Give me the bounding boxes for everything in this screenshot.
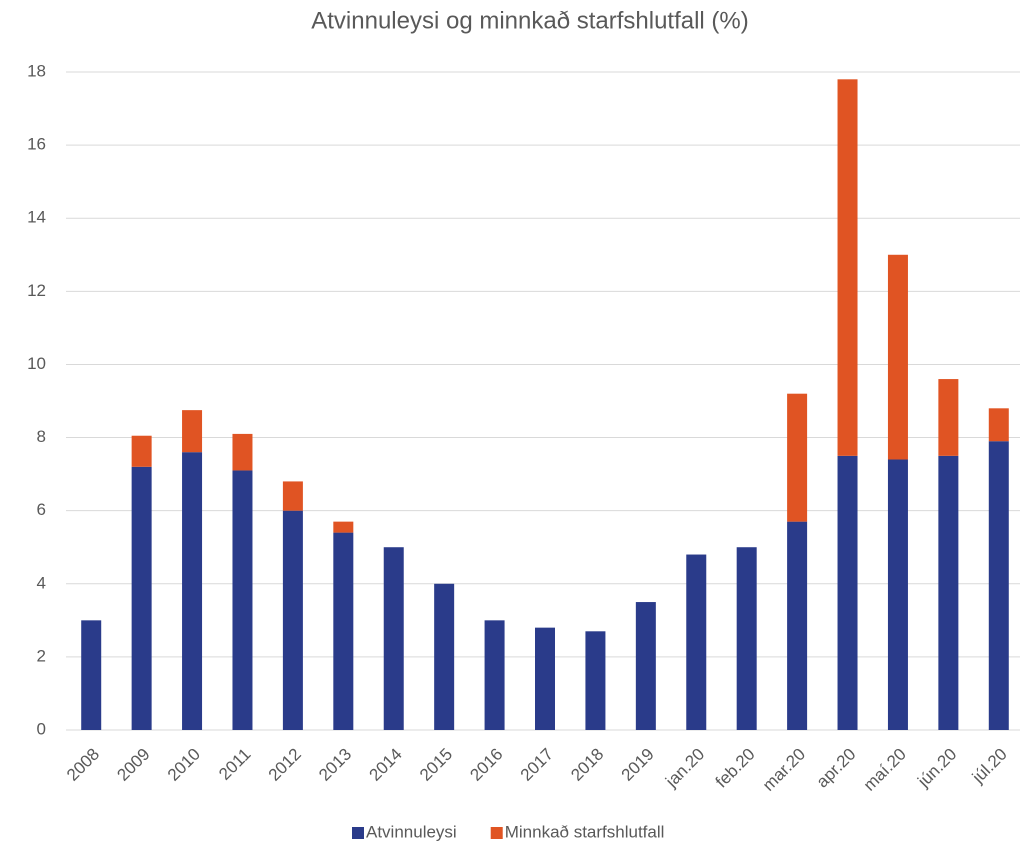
- bar-segment: [887, 254, 908, 460]
- x-tick-label: 2016: [466, 745, 506, 785]
- x-tick-label: jún.20: [913, 745, 960, 792]
- legend-label: Minnkað starfshlutfall: [505, 822, 665, 841]
- legend-swatch: [352, 827, 364, 839]
- y-tick-label: 4: [37, 573, 46, 592]
- bar-segment: [282, 481, 303, 511]
- bar-segment: [232, 470, 253, 730]
- bar-segment: [938, 379, 959, 456]
- bar-segment: [635, 602, 656, 730]
- x-tick-label: apr.20: [813, 745, 860, 792]
- bar-segment: [131, 435, 152, 467]
- bar-segment: [837, 79, 858, 456]
- bar-segment: [282, 510, 303, 730]
- x-tick-label: mar.20: [759, 745, 809, 795]
- bar-segment: [988, 408, 1009, 442]
- y-tick-label: 0: [37, 719, 46, 738]
- y-tick-label: 12: [27, 281, 46, 300]
- x-tick-label: 2019: [618, 745, 658, 785]
- chart-title: Atvinnuleysi og minnkað starfshlutfall (…: [311, 7, 749, 34]
- x-tick-label: 2008: [63, 745, 103, 785]
- x-tick-label: 2010: [164, 745, 204, 785]
- bar-segment: [484, 620, 505, 730]
- bar-segment: [787, 393, 808, 522]
- bar-segment: [535, 627, 555, 730]
- bar-segment: [182, 410, 203, 453]
- x-tick-label: feb.20: [712, 745, 759, 792]
- bar-segment: [988, 441, 1009, 730]
- bar-segment: [182, 452, 203, 730]
- y-tick-label: 2: [37, 646, 46, 665]
- bar-segment: [938, 455, 959, 730]
- y-tick-label: 6: [37, 500, 46, 519]
- legend-label: Atvinnuleysi: [366, 822, 457, 841]
- x-tick-label: 2009: [113, 745, 153, 785]
- x-tick-label: 2014: [366, 745, 406, 785]
- x-tick-label: 2015: [416, 745, 456, 785]
- x-tick-label: 2013: [315, 745, 355, 785]
- bar-segment: [81, 620, 102, 730]
- bar-segment: [686, 554, 707, 730]
- bar-segment: [837, 455, 858, 730]
- x-tick-label: jan.20: [661, 745, 708, 792]
- bar-segment: [585, 631, 606, 730]
- bar-segment: [383, 547, 404, 730]
- x-tick-label: maí.20: [860, 745, 910, 795]
- bar-segment: [333, 532, 354, 730]
- bar-segment: [887, 459, 908, 730]
- y-tick-label: 14: [27, 208, 46, 227]
- bar-segment: [232, 433, 253, 471]
- x-tick-label: júl.20: [968, 745, 1011, 788]
- bar-segment: [333, 521, 354, 533]
- bar-segment: [736, 547, 757, 730]
- bar-segment: [434, 583, 455, 730]
- x-tick-label: 2017: [517, 745, 557, 785]
- y-tick-label: 18: [27, 61, 46, 80]
- bar-segment: [787, 521, 808, 730]
- x-tick-label: 2012: [265, 745, 305, 785]
- y-tick-label: 10: [27, 354, 46, 373]
- bar-segment: [131, 466, 152, 730]
- x-tick-label: 2011: [215, 745, 254, 784]
- y-tick-label: 16: [27, 135, 46, 154]
- y-tick-label: 8: [37, 427, 46, 446]
- x-tick-label: 2018: [567, 745, 607, 785]
- legend-swatch: [490, 827, 503, 839]
